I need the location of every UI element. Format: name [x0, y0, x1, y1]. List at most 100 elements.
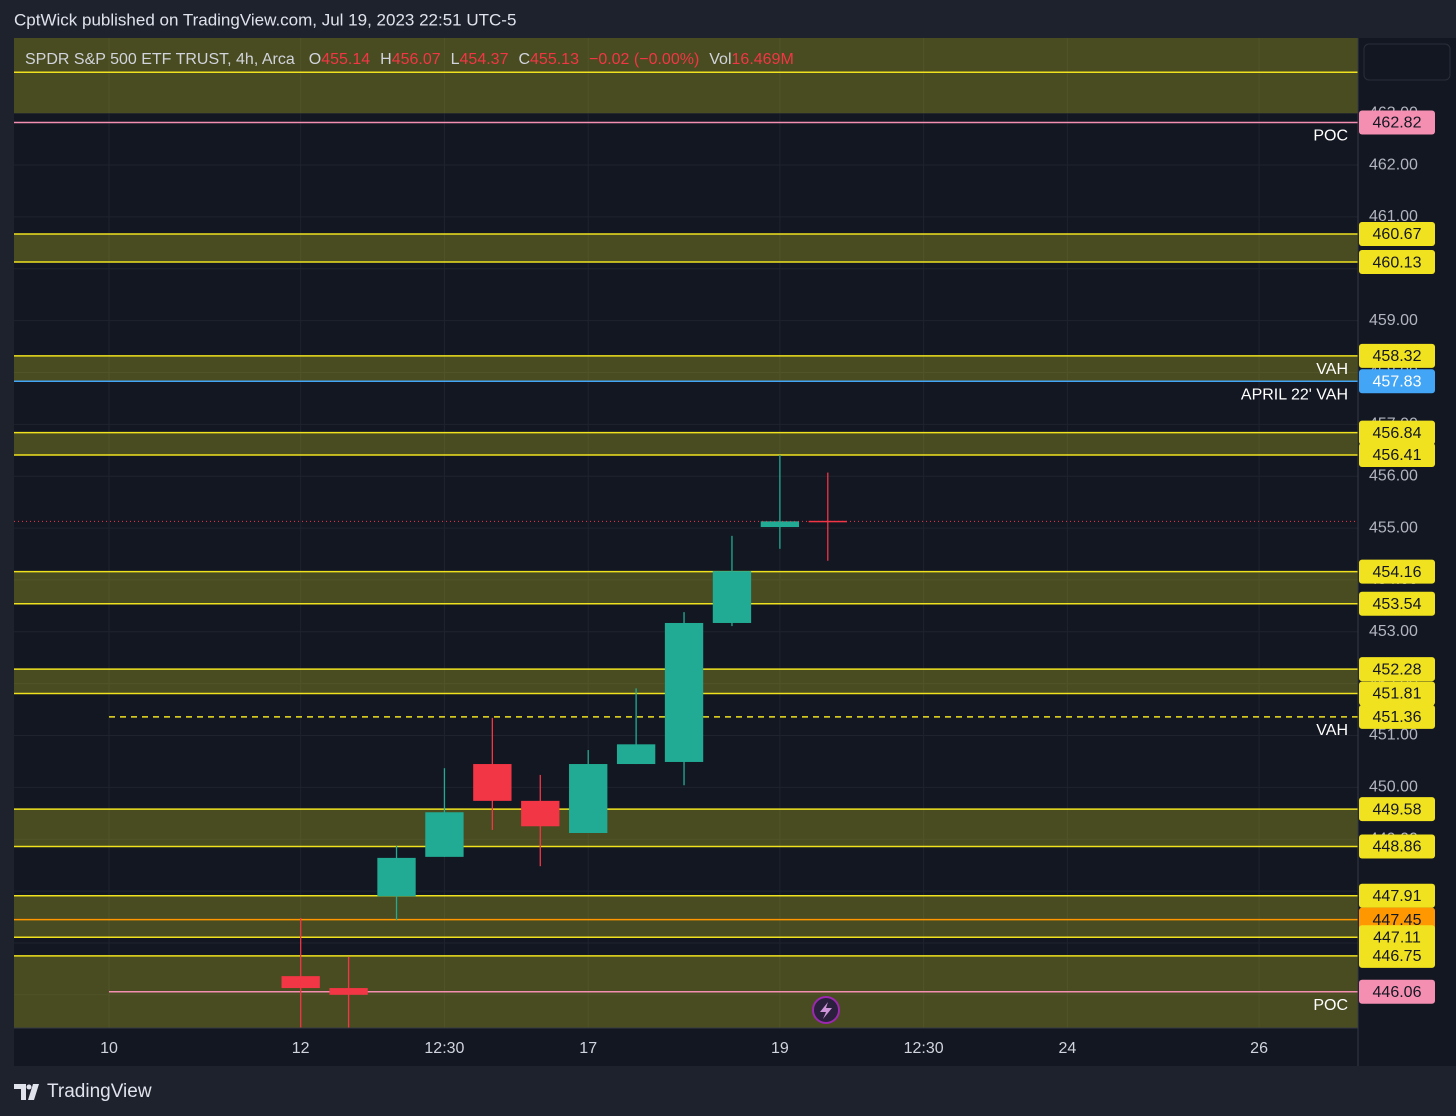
time-axis	[14, 1028, 1358, 1066]
price-label-box	[1359, 559, 1435, 584]
pane-layer: POC VAH APRIL 22' VAH VAH POC	[14, 38, 1358, 1028]
price-label: 451.36	[1373, 709, 1422, 726]
candle-body	[425, 812, 464, 857]
price-label-box	[1359, 681, 1435, 706]
price-label-box	[1359, 222, 1435, 247]
price-label: 452.28	[1373, 661, 1422, 678]
price-label-box	[1359, 797, 1435, 822]
y-tick-label: 453.00	[1369, 623, 1418, 640]
y-tick-label: 462.00	[1369, 156, 1418, 173]
x-tick-label: 26	[1250, 1040, 1268, 1057]
zone	[14, 355, 1358, 382]
x-tick-label: 12:30	[424, 1040, 464, 1057]
candle-body	[377, 857, 416, 897]
legend-text: O	[309, 51, 321, 68]
zone	[14, 895, 1358, 938]
price-label: 456.84	[1373, 425, 1422, 442]
candle-body	[521, 800, 560, 827]
x-tick-label: 19	[771, 1040, 789, 1057]
x-tick-label: 10	[100, 1040, 118, 1057]
x-tick-label: 17	[579, 1040, 597, 1057]
legend-text: 455.13	[530, 51, 579, 68]
candle-body	[712, 571, 752, 623]
y-tick-label: 450.00	[1369, 779, 1418, 796]
y-tick-label: 456.00	[1369, 467, 1418, 484]
candle-body	[329, 988, 368, 995]
y-tick-label: 461.00	[1369, 208, 1418, 225]
x-tick-label: 12:30	[904, 1040, 944, 1057]
y-tick-label: 455.00	[1369, 519, 1418, 536]
x-tick-label: 12	[292, 1040, 310, 1057]
level-note: APRIL 22' VAH	[1241, 387, 1348, 404]
zone	[14, 571, 1358, 604]
y-tick-label: 451.00	[1369, 727, 1418, 744]
price-label: 446.06	[1373, 984, 1422, 1001]
price-label-box	[1359, 369, 1435, 394]
x-tick-label: 24	[1059, 1040, 1077, 1057]
settings-box[interactable]	[1363, 43, 1451, 81]
legend-text: 456.07	[392, 51, 441, 68]
level-note: POC	[1313, 997, 1348, 1014]
zone	[14, 809, 1358, 847]
y-tick-label: 459.00	[1369, 312, 1418, 329]
price-label: 448.86	[1373, 839, 1422, 856]
price-label-box	[1359, 704, 1435, 729]
axis-layer: 446.00447.00448.00449.00450.00451.00452.…	[100, 104, 1435, 1057]
price-label-box	[1359, 250, 1435, 275]
price-label-box	[1359, 420, 1435, 445]
price-label: 453.54	[1373, 596, 1422, 613]
price-label-box	[1359, 834, 1435, 859]
brand-logo-dot	[26, 1084, 32, 1090]
price-label: 451.81	[1373, 686, 1422, 703]
level-note: VAH	[1316, 361, 1348, 378]
price-label: 460.13	[1373, 254, 1422, 271]
price-label: 447.45	[1373, 912, 1422, 929]
price-label: 449.58	[1373, 801, 1422, 818]
candle-body	[808, 520, 847, 523]
price-label-box	[1359, 110, 1435, 135]
brand-logo	[14, 1084, 39, 1100]
legend-text: −0.02 (−0.00%)	[589, 51, 699, 68]
zone	[14, 234, 1358, 263]
price-label: 458.32	[1373, 348, 1422, 365]
brand: TradingView	[47, 1081, 152, 1102]
price-label: 447.11	[1373, 929, 1421, 946]
price-label: 457.83	[1373, 374, 1422, 391]
zone	[14, 432, 1358, 455]
legend-text: SPDR S&P 500 ETF TRUST, 4h, Arca	[25, 51, 295, 68]
price-label-box	[1359, 943, 1435, 968]
price-label: 447.91	[1373, 888, 1422, 905]
price-label: 460.67	[1373, 226, 1422, 243]
event-icon-bolt	[820, 1002, 832, 1019]
legend-text: 454.37	[460, 51, 509, 68]
level-note: POC	[1313, 128, 1348, 145]
legend-text: 455.14	[321, 51, 370, 68]
price-label-box	[1359, 657, 1435, 682]
price-label: 446.75	[1373, 948, 1422, 965]
legend-text: L	[451, 51, 460, 68]
chart-pane	[14, 38, 1358, 1028]
candle-body	[473, 764, 512, 801]
legend-text: H	[380, 51, 392, 68]
price-label-box	[1359, 343, 1435, 368]
price-label-box	[1359, 442, 1435, 467]
candle-body	[664, 622, 704, 762]
zone	[14, 38, 1358, 114]
candle-body	[281, 976, 320, 989]
price-label: 454.16	[1373, 564, 1422, 581]
candle-body	[760, 521, 800, 528]
price-label-box	[1359, 883, 1435, 908]
legend-text: Vol	[709, 51, 731, 68]
legend-text: 16.469M	[732, 51, 794, 68]
candle-body	[616, 744, 656, 765]
level-note: VAH	[1316, 722, 1348, 739]
price-label-box	[1359, 925, 1435, 950]
candle-body	[569, 764, 608, 834]
price-label-box	[1359, 979, 1435, 1004]
price-label: 456.41	[1373, 447, 1422, 464]
publisher: CptWick published on TradingView.com, Ju…	[14, 10, 516, 29]
price-label-box	[1359, 591, 1435, 616]
price-label: 462.82	[1373, 115, 1422, 132]
legend-text: C	[518, 51, 530, 68]
